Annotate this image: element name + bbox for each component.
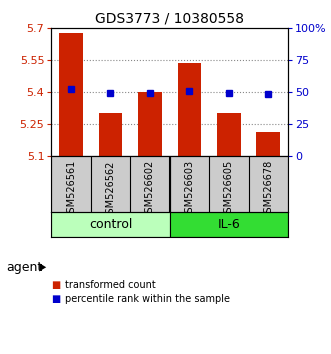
Text: ■: ■ bbox=[51, 294, 61, 304]
Text: GSM526602: GSM526602 bbox=[145, 160, 155, 219]
Text: GSM526561: GSM526561 bbox=[66, 160, 76, 219]
Bar bbox=[177, 63, 201, 156]
Text: GSM526603: GSM526603 bbox=[184, 160, 194, 219]
Bar bbox=[169, 212, 288, 237]
Bar bbox=[51, 212, 169, 237]
Text: IL-6: IL-6 bbox=[217, 218, 240, 231]
Text: GSM526562: GSM526562 bbox=[106, 160, 116, 219]
Bar bbox=[217, 113, 241, 156]
Text: GSM526605: GSM526605 bbox=[224, 160, 234, 219]
Bar bbox=[59, 33, 83, 156]
Text: percentile rank within the sample: percentile rank within the sample bbox=[65, 294, 229, 304]
Text: ■: ■ bbox=[51, 280, 61, 290]
Text: GSM526678: GSM526678 bbox=[263, 160, 273, 219]
Bar bbox=[257, 132, 280, 156]
Title: GDS3773 / 10380558: GDS3773 / 10380558 bbox=[95, 12, 244, 26]
Text: transformed count: transformed count bbox=[65, 280, 155, 290]
Bar bbox=[138, 92, 162, 156]
Text: agent: agent bbox=[7, 261, 43, 274]
Bar bbox=[99, 113, 122, 156]
Text: control: control bbox=[89, 218, 132, 231]
